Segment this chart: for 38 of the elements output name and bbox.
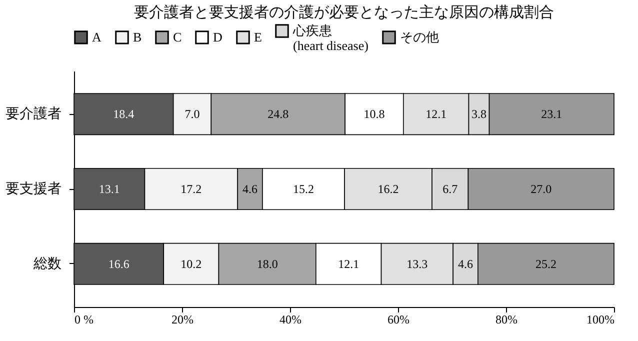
y-tick-label: 要介護者 — [6, 106, 62, 122]
data-label: 13.3 — [406, 256, 428, 271]
data-label: 12.1 — [426, 107, 447, 122]
legend-label: D — [213, 29, 222, 44]
data-label: 4.6 — [458, 256, 473, 271]
legend-label: A — [92, 29, 102, 44]
legend-label: 心疾患 (heart disease) — [292, 23, 368, 53]
x-tick-label: 40% — [280, 312, 302, 326]
data-label: 6.7 — [442, 182, 458, 196]
data-label: 15.2 — [293, 182, 314, 196]
data-label: 23.1 — [541, 107, 562, 122]
data-label: 13.1 — [98, 182, 120, 196]
data-label: 18.4 — [113, 107, 134, 122]
x-tick-label: 60% — [388, 312, 410, 326]
data-label: 27.0 — [530, 182, 552, 196]
x-tick-label: 20% — [172, 312, 194, 326]
data-label: 10.8 — [364, 107, 385, 122]
x-tick-label: 100% — [586, 312, 614, 326]
data-label: 17.2 — [180, 182, 202, 196]
legend-label: E — [254, 29, 262, 44]
chart-title: 要介護者と要支援者の介護が必要となった主な原因の構成割合 — [134, 4, 554, 21]
data-label: 18.0 — [256, 256, 278, 271]
data-label: 16.2 — [378, 182, 399, 196]
x-tick-label: 80% — [496, 312, 518, 326]
data-label: 3.8 — [472, 107, 486, 122]
data-label: 4.6 — [242, 182, 258, 196]
legend-label: B — [133, 29, 142, 44]
data-label: 10.2 — [180, 256, 202, 271]
data-label: 12.1 — [338, 256, 360, 271]
data-label: 7.0 — [184, 107, 200, 122]
data-label: 24.8 — [268, 107, 289, 122]
legend-label: その他 — [400, 29, 439, 44]
y-tick-label: 要支援者 — [6, 181, 62, 197]
data-label: 25.2 — [535, 256, 556, 271]
x-tick-label: 0 % — [74, 312, 94, 326]
legend-label: C — [173, 29, 182, 44]
data-label: 16.6 — [108, 256, 130, 271]
y-tick-label: 総数 — [32, 256, 62, 272]
